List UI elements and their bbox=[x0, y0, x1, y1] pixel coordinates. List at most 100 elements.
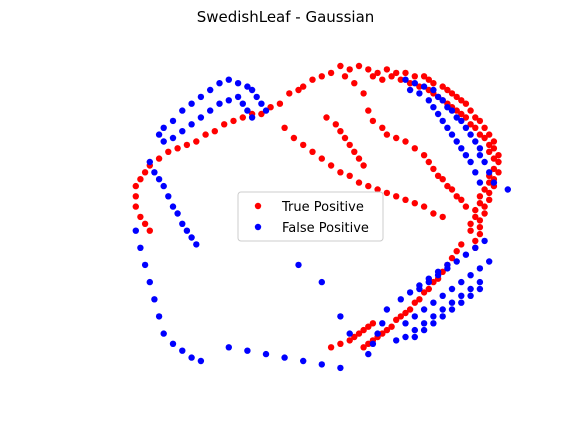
true-positive-point bbox=[448, 90, 456, 97]
true-positive-point bbox=[323, 114, 330, 121]
false-positive-point bbox=[448, 299, 456, 306]
true-positive-point bbox=[448, 186, 456, 193]
true-positive-point bbox=[379, 76, 386, 83]
true-positive-point bbox=[369, 73, 377, 80]
true-positive-point bbox=[230, 117, 237, 125]
true-positive-point bbox=[155, 155, 163, 162]
true-positive-point bbox=[351, 148, 358, 155]
false-positive-point bbox=[169, 117, 177, 125]
true-positive-point bbox=[481, 134, 488, 142]
true-positive-point bbox=[327, 69, 335, 77]
true-positive-point bbox=[453, 93, 460, 101]
true-positive-point bbox=[332, 121, 339, 128]
false-positive-points bbox=[132, 76, 511, 372]
true-positive-point bbox=[467, 107, 474, 114]
false-positive-point bbox=[458, 292, 465, 299]
true-positive-point bbox=[406, 80, 414, 87]
false-positive-point bbox=[458, 299, 465, 306]
false-positive-point bbox=[430, 86, 437, 94]
true-positive-point bbox=[165, 148, 172, 155]
false-positive-point bbox=[467, 158, 474, 166]
true-positive-point bbox=[490, 138, 498, 145]
true-positive-point bbox=[425, 86, 432, 94]
true-positive-point bbox=[267, 104, 274, 111]
true-positive-point bbox=[300, 83, 307, 90]
true-positive-point bbox=[360, 90, 367, 97]
false-positive-point bbox=[216, 100, 223, 107]
false-positive-point bbox=[476, 285, 484, 293]
false-positive-point bbox=[476, 152, 484, 159]
true-positive-point bbox=[481, 186, 488, 193]
true-positive-point bbox=[365, 323, 372, 330]
true-positive-point bbox=[360, 162, 367, 169]
true-positive-point bbox=[476, 230, 484, 238]
false-positive-point bbox=[146, 158, 153, 166]
true-positive-point bbox=[202, 131, 209, 138]
false-positive-point bbox=[420, 83, 428, 90]
true-positive-point bbox=[467, 220, 474, 227]
true-positive-points bbox=[132, 62, 502, 351]
true-positive-point bbox=[397, 76, 404, 83]
false-positive-point bbox=[490, 179, 498, 186]
true-positive-point bbox=[327, 344, 335, 351]
true-positive-point bbox=[472, 206, 479, 214]
false-positive-point bbox=[420, 306, 428, 313]
true-positive-point bbox=[295, 86, 302, 94]
true-positive-point bbox=[402, 69, 409, 77]
false-positive-point bbox=[458, 278, 465, 286]
legend-label-false-positive: False Positive bbox=[282, 221, 369, 236]
false-positive-point bbox=[448, 306, 456, 313]
false-positive-point bbox=[253, 93, 260, 101]
false-positive-point bbox=[174, 210, 181, 217]
true-positive-point bbox=[462, 100, 470, 107]
false-positive-point bbox=[295, 261, 302, 269]
false-positive-point bbox=[169, 203, 177, 210]
true-positive-point bbox=[420, 73, 428, 80]
true-positive-point bbox=[137, 213, 144, 221]
true-positive-point bbox=[351, 80, 358, 87]
true-positive-point bbox=[486, 179, 493, 186]
legend: True Positive False Positive bbox=[237, 191, 384, 242]
true-positive-point bbox=[462, 203, 470, 210]
true-positive-point bbox=[141, 220, 149, 227]
false-positive-point bbox=[453, 258, 460, 265]
false-positive-point bbox=[411, 333, 418, 341]
true-positive-point bbox=[365, 340, 372, 347]
false-positive-point bbox=[337, 364, 344, 372]
false-positive-point bbox=[467, 272, 474, 279]
true-positive-point bbox=[341, 73, 349, 80]
true-positive-point bbox=[276, 100, 284, 107]
false-positive-point bbox=[146, 278, 153, 286]
false-positive-point bbox=[411, 80, 418, 87]
false-positive-point bbox=[137, 244, 144, 251]
false-positive-point bbox=[197, 114, 205, 121]
false-positive-point bbox=[472, 169, 479, 176]
true-positive-point bbox=[132, 193, 139, 200]
true-positive-point bbox=[309, 148, 316, 155]
true-positive-point bbox=[239, 114, 246, 121]
false-positive-point bbox=[416, 90, 423, 97]
legend-box bbox=[237, 191, 384, 242]
false-positive-point bbox=[486, 169, 493, 176]
true-positive-point bbox=[369, 320, 377, 327]
true-positive-point bbox=[402, 309, 409, 317]
true-positive-point bbox=[174, 145, 181, 152]
false-positive-point bbox=[169, 134, 177, 142]
legend-label-true-positive: True Positive bbox=[281, 200, 364, 215]
true-positive-point bbox=[318, 155, 325, 162]
false-positive-point bbox=[369, 340, 377, 347]
false-positive-point bbox=[444, 124, 451, 131]
true-positive-point bbox=[495, 169, 502, 176]
true-positive-point bbox=[411, 299, 418, 306]
true-positive-point bbox=[365, 182, 372, 190]
false-positive-point bbox=[467, 292, 474, 299]
true-positive-point bbox=[379, 330, 386, 337]
true-positive-point bbox=[467, 121, 474, 128]
true-positive-point bbox=[472, 237, 479, 245]
true-positive-point bbox=[458, 110, 465, 118]
false-positive-point bbox=[225, 76, 232, 83]
true-positive-point bbox=[411, 145, 418, 152]
true-positive-point bbox=[406, 306, 414, 313]
false-positive-point bbox=[318, 361, 325, 368]
false-positive-point bbox=[165, 193, 172, 200]
